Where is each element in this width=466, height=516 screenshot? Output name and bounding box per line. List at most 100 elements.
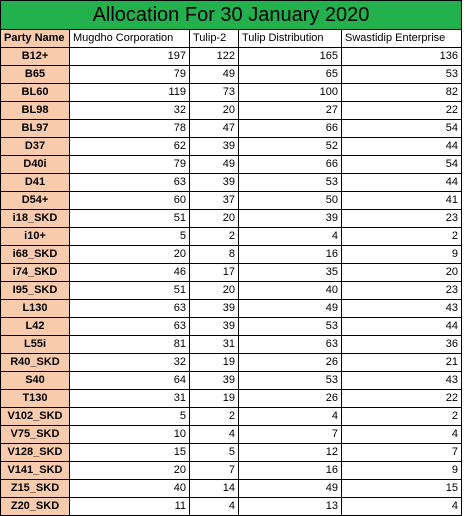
- mugdho-corporation-cell[interactable]: 32: [69, 101, 190, 120]
- party-name-cell[interactable]: V102_SKD: [0, 407, 70, 426]
- party-name-cell[interactable]: i68_SKD: [0, 245, 70, 264]
- tulip-distribution-cell[interactable]: 16: [238, 245, 342, 264]
- swastidip-enterprise-cell[interactable]: 4: [341, 497, 462, 516]
- mugdho-corporation-cell[interactable]: 119: [69, 83, 190, 102]
- mugdho-corporation-cell[interactable]: 64: [69, 371, 190, 390]
- tulip-distribution-cell[interactable]: 53: [238, 371, 342, 390]
- tulip-distribution-cell[interactable]: 49: [238, 299, 342, 318]
- swastidip-enterprise-cell[interactable]: 54: [341, 119, 462, 138]
- mugdho-corporation-cell[interactable]: 63: [69, 299, 190, 318]
- tulip-distribution-cell[interactable]: 35: [238, 263, 342, 282]
- mugdho-corporation-cell[interactable]: 10: [69, 425, 190, 444]
- swastidip-enterprise-cell[interactable]: 9: [341, 461, 462, 480]
- mugdho-corporation-cell[interactable]: 60: [69, 191, 190, 210]
- party-name-cell[interactable]: D54+: [0, 191, 70, 210]
- tulip-2-cell[interactable]: 5: [189, 443, 239, 462]
- tulip-2-cell[interactable]: 73: [189, 83, 239, 102]
- mugdho-corporation-cell[interactable]: 81: [69, 335, 190, 354]
- party-name-cell[interactable]: T130: [0, 389, 70, 408]
- swastidip-enterprise-cell[interactable]: 7: [341, 443, 462, 462]
- tulip-2-cell[interactable]: 19: [189, 389, 239, 408]
- swastidip-enterprise-cell[interactable]: 53: [341, 65, 462, 84]
- tulip-distribution-cell[interactable]: 52: [238, 137, 342, 156]
- swastidip-enterprise-cell[interactable]: 2: [341, 227, 462, 246]
- swastidip-enterprise-cell[interactable]: 82: [341, 83, 462, 102]
- tulip-2-cell[interactable]: 39: [189, 317, 239, 336]
- swastidip-enterprise-cell[interactable]: 43: [341, 371, 462, 390]
- tulip-distribution-cell[interactable]: 12: [238, 443, 342, 462]
- party-name-cell[interactable]: D37: [0, 137, 70, 156]
- tulip-2-cell[interactable]: 49: [189, 155, 239, 174]
- mugdho-corporation-cell[interactable]: 5: [69, 227, 190, 246]
- tulip-distribution-cell[interactable]: 13: [238, 497, 342, 516]
- tulip-2-cell[interactable]: 20: [189, 209, 239, 228]
- tulip-distribution-cell[interactable]: 165: [238, 47, 342, 66]
- mugdho-corporation-cell[interactable]: 11: [69, 497, 190, 516]
- party-name-cell[interactable]: S40: [0, 371, 70, 390]
- party-name-cell[interactable]: Z20_SKD: [0, 497, 70, 516]
- tulip-2-cell[interactable]: 8: [189, 245, 239, 264]
- party-name-cell[interactable]: L55i: [0, 335, 70, 354]
- tulip-distribution-cell[interactable]: 26: [238, 389, 342, 408]
- party-name-cell[interactable]: B65: [0, 65, 70, 84]
- party-name-cell[interactable]: BL60: [0, 83, 70, 102]
- mugdho-corporation-cell[interactable]: 20: [69, 461, 190, 480]
- header-tulip-distribution[interactable]: Tulip Distribution: [238, 29, 342, 48]
- tulip-distribution-cell[interactable]: 49: [238, 479, 342, 498]
- mugdho-corporation-cell[interactable]: 40: [69, 479, 190, 498]
- tulip-distribution-cell[interactable]: 16: [238, 461, 342, 480]
- tulip-2-cell[interactable]: 17: [189, 263, 239, 282]
- mugdho-corporation-cell[interactable]: 51: [69, 281, 190, 300]
- mugdho-corporation-cell[interactable]: 63: [69, 173, 190, 192]
- header-party-name[interactable]: Party Name: [0, 29, 70, 48]
- party-name-cell[interactable]: B12+: [0, 47, 70, 66]
- mugdho-corporation-cell[interactable]: 20: [69, 245, 190, 264]
- mugdho-corporation-cell[interactable]: 51: [69, 209, 190, 228]
- header-tulip-2[interactable]: Tulip-2: [189, 29, 239, 48]
- swastidip-enterprise-cell[interactable]: 23: [341, 209, 462, 228]
- swastidip-enterprise-cell[interactable]: 43: [341, 299, 462, 318]
- swastidip-enterprise-cell[interactable]: 44: [341, 317, 462, 336]
- mugdho-corporation-cell[interactable]: 5: [69, 407, 190, 426]
- tulip-2-cell[interactable]: 2: [189, 407, 239, 426]
- swastidip-enterprise-cell[interactable]: 21: [341, 353, 462, 372]
- tulip-2-cell[interactable]: 39: [189, 299, 239, 318]
- tulip-distribution-cell[interactable]: 100: [238, 83, 342, 102]
- mugdho-corporation-cell[interactable]: 79: [69, 65, 190, 84]
- tulip-distribution-cell[interactable]: 40: [238, 281, 342, 300]
- party-name-cell[interactable]: i10+: [0, 227, 70, 246]
- party-name-cell[interactable]: L42: [0, 317, 70, 336]
- tulip-2-cell[interactable]: 31: [189, 335, 239, 354]
- tulip-distribution-cell[interactable]: 27: [238, 101, 342, 120]
- header-swastidip-enterprise[interactable]: Swastidip Enterprise: [341, 29, 462, 48]
- swastidip-enterprise-cell[interactable]: 54: [341, 155, 462, 174]
- tulip-2-cell[interactable]: 37: [189, 191, 239, 210]
- mugdho-corporation-cell[interactable]: 31: [69, 389, 190, 408]
- tulip-distribution-cell[interactable]: 53: [238, 173, 342, 192]
- party-name-cell[interactable]: Z15_SKD: [0, 479, 70, 498]
- mugdho-corporation-cell[interactable]: 197: [69, 47, 190, 66]
- tulip-distribution-cell[interactable]: 39: [238, 209, 342, 228]
- party-name-cell[interactable]: L130: [0, 299, 70, 318]
- tulip-2-cell[interactable]: 4: [189, 425, 239, 444]
- swastidip-enterprise-cell[interactable]: 23: [341, 281, 462, 300]
- tulip-distribution-cell[interactable]: 66: [238, 119, 342, 138]
- mugdho-corporation-cell[interactable]: 15: [69, 443, 190, 462]
- sheet-title[interactable]: Allocation For 30 January 2020: [0, 0, 462, 30]
- tulip-2-cell[interactable]: 39: [189, 137, 239, 156]
- tulip-distribution-cell[interactable]: 4: [238, 407, 342, 426]
- tulip-distribution-cell[interactable]: 65: [238, 65, 342, 84]
- tulip-2-cell[interactable]: 4: [189, 497, 239, 516]
- tulip-2-cell[interactable]: 7: [189, 461, 239, 480]
- tulip-distribution-cell[interactable]: 7: [238, 425, 342, 444]
- swastidip-enterprise-cell[interactable]: 44: [341, 137, 462, 156]
- swastidip-enterprise-cell[interactable]: 20: [341, 263, 462, 282]
- swastidip-enterprise-cell[interactable]: 15: [341, 479, 462, 498]
- party-name-cell[interactable]: i18_SKD: [0, 209, 70, 228]
- tulip-distribution-cell[interactable]: 63: [238, 335, 342, 354]
- party-name-cell[interactable]: BL98: [0, 101, 70, 120]
- tulip-2-cell[interactable]: 2: [189, 227, 239, 246]
- tulip-2-cell[interactable]: 14: [189, 479, 239, 498]
- swastidip-enterprise-cell[interactable]: 22: [341, 389, 462, 408]
- party-name-cell[interactable]: R40_SKD: [0, 353, 70, 372]
